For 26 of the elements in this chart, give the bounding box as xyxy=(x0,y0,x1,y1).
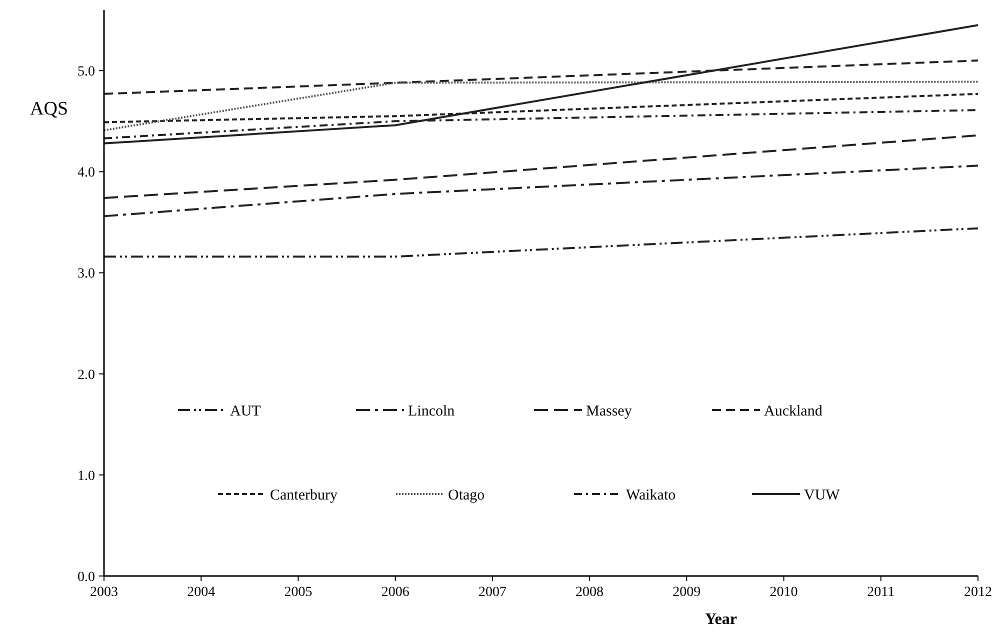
y-tick-label: 3.0 xyxy=(78,266,95,282)
y-tick-label: 0.0 xyxy=(78,570,95,585)
x-tick-label: 2006 xyxy=(381,585,410,600)
y-axis-title: AQS xyxy=(30,98,68,120)
legend-label: Massey xyxy=(586,403,632,420)
x-tick-label: 2010 xyxy=(770,585,798,600)
legend-label: Otago xyxy=(448,487,485,504)
x-tick-label: 2005 xyxy=(284,585,312,600)
x-tick-label: 2011 xyxy=(867,585,895,600)
legend-label: Auckland xyxy=(764,403,823,420)
x-tick-label: 2008 xyxy=(576,585,604,600)
y-tick-label: 1.0 xyxy=(78,468,95,484)
y-tick-label: 4.0 xyxy=(78,166,95,181)
legend-label: VUW xyxy=(804,487,841,504)
legend-label: Canterbury xyxy=(270,487,338,504)
x-tick-label: 2009 xyxy=(672,585,701,600)
x-tick-label: 2003 xyxy=(90,585,118,600)
x-tick-label: 2004 xyxy=(187,585,216,600)
legend-label: Waikato xyxy=(626,487,676,504)
y-tick-label: 2.0 xyxy=(78,368,95,383)
legend-label: AUT xyxy=(230,403,261,420)
y-tick-label: 5.0 xyxy=(78,64,95,80)
legend-label: Lincoln xyxy=(408,403,456,420)
x-tick-label: 2012 xyxy=(964,585,992,600)
x-axis-title: Year xyxy=(705,611,737,628)
x-tick-label: 2007 xyxy=(478,585,506,600)
